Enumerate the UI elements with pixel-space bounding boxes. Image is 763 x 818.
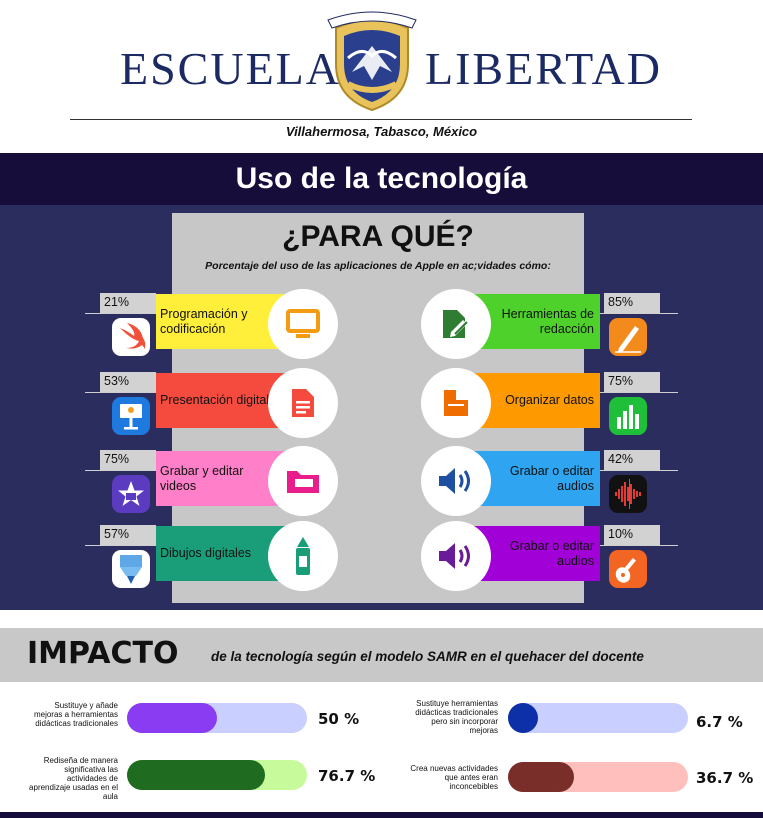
stack-icon: [442, 388, 470, 418]
monitor-icon: [286, 309, 320, 339]
bottom-divider: [0, 812, 763, 818]
pages-app-icon: [609, 318, 647, 356]
impact-track: [508, 703, 688, 733]
row-divider: [85, 470, 180, 471]
percent-label: 42%: [604, 450, 660, 470]
impact-value: 36.7 %: [696, 769, 754, 787]
location-text: Villahermosa, Tabasco, México: [285, 124, 478, 139]
impact-fill: [127, 703, 217, 733]
speaker-icon: [437, 541, 475, 571]
category-label: Organizar datos: [505, 393, 594, 407]
category-icon-circle: [421, 446, 491, 516]
category-icon-circle: [268, 289, 338, 359]
school-crest-logo: [327, 11, 417, 112]
row-divider: [580, 313, 678, 314]
category-label: Herramientas de redacción: [501, 306, 594, 336]
document-icon: [290, 387, 316, 419]
impact-label: Rediseña de manera significativa las act…: [29, 756, 118, 801]
section-subheading: Porcentaje del uso de las aplicaciones d…: [205, 260, 551, 272]
impact-value: 6.7 %: [696, 713, 743, 731]
row-divider: [85, 313, 180, 314]
row-divider: [85, 392, 180, 393]
impact-band: IMPACTO de la tecnología según el modelo…: [0, 628, 763, 682]
category-icon-circle: [268, 368, 338, 438]
impact-label: Sustituye y añade mejoras a herramientas…: [33, 701, 118, 728]
impact-value: 76.7 %: [318, 767, 376, 785]
percent-label: 75%: [604, 372, 660, 392]
row-divider: [85, 545, 180, 546]
percent-label: 75%: [100, 450, 156, 470]
percent-label: 57%: [100, 525, 156, 545]
category-label: Presentación digital: [160, 393, 270, 407]
impact-subtitle: de la tecnología según el modelo SAMR en…: [211, 649, 644, 664]
category-icon-circle: [268, 521, 338, 591]
impact-value: 50 %: [318, 710, 360, 728]
category-icon-circle: [421, 521, 491, 591]
numbers-app-icon: [609, 397, 647, 435]
usage-panel: ¿PARA QUÉ? Porcentaje del uso de las apl…: [0, 205, 763, 610]
category-label: Grabar o editar audios: [509, 538, 594, 568]
impact-fill: [127, 760, 266, 790]
category-icon-circle: [421, 289, 491, 359]
percent-label: 53%: [100, 372, 156, 392]
garageband-app-icon: [609, 550, 647, 588]
percent-label: 85%: [604, 293, 660, 313]
impact-fill: [508, 703, 538, 733]
marker-app-icon: [112, 550, 150, 588]
impact-track: [127, 760, 307, 790]
brand-left-text: ESCUELA: [120, 43, 341, 94]
category-label: Dibujos digitales: [160, 546, 252, 560]
folder-icon: [285, 467, 321, 495]
swift-app-icon: [112, 318, 150, 356]
title-band: Uso de la tecnología: [0, 153, 763, 205]
impact-title: IMPACTO: [27, 636, 179, 671]
header: ESCUELA LIBERTAD Villahermosa, Tabasco, …: [0, 0, 763, 153]
brand-right-text: LIBERTAD: [425, 43, 662, 94]
voice-memos-app-icon: [609, 475, 647, 513]
row-divider: [580, 470, 678, 471]
percent-label: 21%: [100, 293, 156, 313]
category-label: Grabar o editar audios: [509, 463, 594, 493]
impact-track: [127, 703, 307, 733]
header-divider: [70, 119, 692, 120]
section-heading: ¿PARA QUÉ?: [282, 220, 474, 253]
impact-fill: [508, 762, 575, 792]
category-icon-circle: [421, 368, 491, 438]
category-label: Grabar y editar videos: [160, 463, 244, 493]
row-divider: [580, 545, 678, 546]
keynote-app-icon: [112, 397, 150, 435]
imovie-app-icon: [112, 475, 150, 513]
percent-label: 10%: [604, 525, 660, 545]
row-divider: [580, 392, 678, 393]
impact-track: [508, 762, 688, 792]
category-icon-circle: [268, 446, 338, 516]
edit-document-icon: [441, 308, 471, 340]
impact-label: Crea nuevas actividades que antes eran i…: [410, 764, 498, 791]
page-title: Uso de la tecnología: [235, 162, 528, 195]
crayon-icon: [293, 536, 313, 576]
speaker-icon: [437, 466, 475, 496]
impact-label: Sustituye herramientas didácticas tradic…: [415, 699, 498, 735]
category-label: Programación y codificación: [160, 306, 248, 336]
